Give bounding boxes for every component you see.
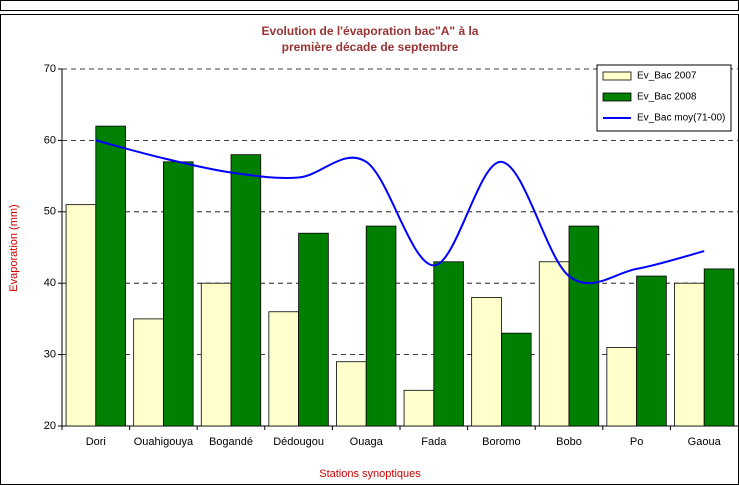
bar — [674, 282, 705, 427]
y-tick-label: 60 — [44, 134, 56, 146]
legend-label: Ev_Bac 2007 — [637, 71, 697, 82]
bar — [95, 125, 126, 427]
bar — [133, 318, 164, 427]
x-axis-label: Stations synoptiques — [319, 468, 421, 480]
x-tick-label: Boromo — [482, 436, 521, 448]
bar — [336, 361, 367, 427]
bar — [230, 154, 262, 427]
bar — [568, 225, 600, 427]
bar — [403, 389, 435, 427]
x-tick-label: Dori — [86, 436, 106, 448]
bar — [200, 282, 232, 427]
bar — [500, 332, 532, 427]
y-tick-label: 70 — [44, 63, 56, 75]
legend-swatch — [602, 71, 632, 81]
bar — [65, 204, 97, 427]
x-tick-label: Bogandé — [209, 436, 253, 448]
y-axis-label: Evaporation (mm) — [8, 204, 20, 291]
x-tick-label: Gaoua — [688, 436, 722, 448]
top-frame — [0, 0, 739, 11]
bar — [538, 261, 570, 427]
chart-title: première décade de septembre — [282, 40, 459, 54]
line — [95, 139, 705, 285]
bar — [433, 261, 464, 427]
x-tick-label: Bobo — [556, 436, 582, 448]
bar — [703, 268, 735, 427]
legend-label: Ev_Bac moy(71-00) — [637, 113, 725, 124]
y-tick-label: 20 — [44, 420, 56, 432]
bar — [365, 225, 397, 427]
bar — [162, 161, 194, 427]
bar — [298, 232, 329, 427]
chart-title: Evolution de l'évaporation bac"A" à la — [262, 24, 479, 38]
bar — [471, 297, 502, 427]
legend-swatch — [602, 92, 632, 102]
y-tick-label: 30 — [44, 349, 56, 361]
y-tick-label: 50 — [44, 206, 56, 218]
x-tick-label: Dédougou — [273, 436, 324, 448]
x-tick-label: Ouahigouya — [134, 436, 194, 448]
bar — [268, 311, 299, 427]
x-tick-label: Po — [630, 436, 643, 448]
x-tick-label: Fada — [421, 436, 447, 448]
y-tick-label: 40 — [44, 277, 56, 289]
legend-label: Ev_Bac 2008 — [637, 92, 697, 103]
bar — [636, 275, 667, 427]
bar — [606, 347, 638, 427]
x-tick-label: Ouaga — [350, 436, 384, 448]
